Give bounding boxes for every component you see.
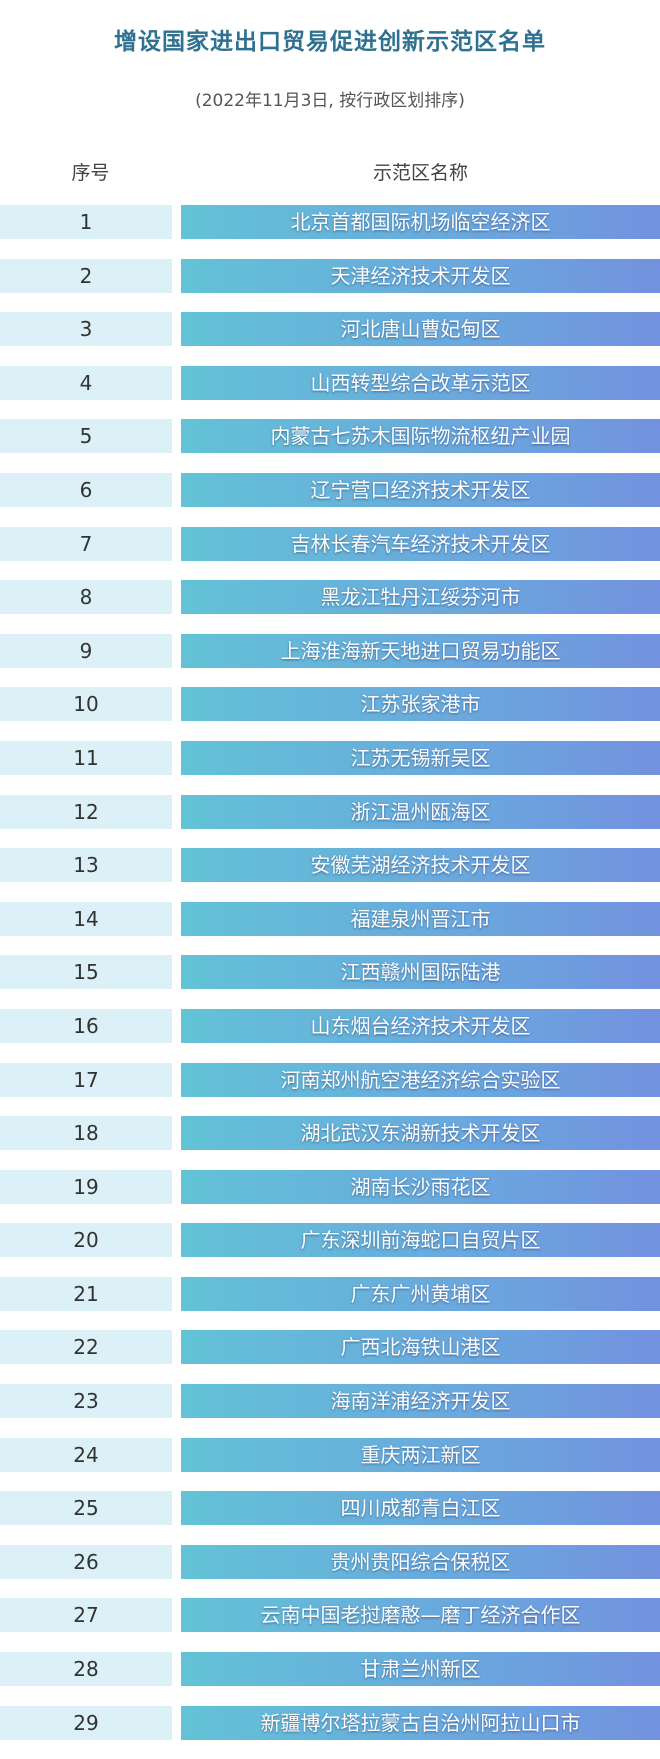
zone-name: 海南洋浦经济开发区 bbox=[181, 1384, 660, 1419]
row-number: 23 bbox=[0, 1384, 172, 1419]
table-row: 22 广西北海铁山港区 bbox=[0, 1330, 660, 1365]
zone-list: 1 北京首都国际机场临空经济区 2 天津经济技术开发区 3 河北唐山曹妃甸区 4 山西转型综合… bbox=[0, 205, 660, 1759]
row-number: 11 bbox=[0, 740, 172, 775]
table-row: 23 海南洋浦经济开发区 bbox=[0, 1384, 660, 1419]
row-number: 22 bbox=[0, 1330, 172, 1365]
row-number: 12 bbox=[0, 794, 172, 829]
table-row: 1 北京首都国际机场临空经济区 bbox=[0, 205, 660, 239]
zone-name: 甘肃兰州新区 bbox=[181, 1652, 660, 1687]
table-row: 4 山西转型综合改革示范区 bbox=[0, 365, 660, 400]
row-number: 16 bbox=[0, 1008, 172, 1043]
zone-name: 贵州贵阳综合保税区 bbox=[181, 1544, 660, 1579]
row-number: 13 bbox=[0, 848, 172, 883]
row-number: 7 bbox=[0, 526, 172, 561]
table-row: 6 辽宁营口经济技术开发区 bbox=[0, 472, 660, 507]
table-row: 19 湖南长沙雨花区 bbox=[0, 1169, 660, 1204]
zone-name: 河南郑州航空港经济综合实验区 bbox=[181, 1062, 660, 1097]
zone-name: 山东烟台经济技术开发区 bbox=[181, 1008, 660, 1043]
table-row: 13 安徽芜湖经济技术开发区 bbox=[0, 848, 660, 883]
table-row: 28 甘肃兰州新区 bbox=[0, 1652, 660, 1687]
row-number: 20 bbox=[0, 1223, 172, 1258]
row-number: 28 bbox=[0, 1652, 172, 1687]
zone-name: 吉林长春汽车经济技术开发区 bbox=[181, 526, 660, 561]
zone-name: 山西转型综合改革示范区 bbox=[181, 365, 660, 400]
zone-name: 湖南长沙雨花区 bbox=[181, 1169, 660, 1204]
zone-name: 黑龙江牡丹江绥芬河市 bbox=[181, 580, 660, 615]
row-number: 26 bbox=[0, 1544, 172, 1579]
zone-name: 天津经济技术开发区 bbox=[181, 258, 660, 293]
column-header-number: 序号 bbox=[71, 162, 110, 184]
zone-name: 云南中国老挝磨憨—磨丁经济合作区 bbox=[181, 1598, 660, 1633]
row-number: 2 bbox=[0, 258, 172, 293]
zone-name: 广东深圳前海蛇口自贸片区 bbox=[181, 1223, 660, 1258]
table-row: 2 天津经济技术开发区 bbox=[0, 258, 660, 293]
table-row: 3 河北唐山曹妃甸区 bbox=[0, 312, 660, 347]
table-row: 16 山东烟台经济技术开发区 bbox=[0, 1008, 660, 1043]
row-number: 8 bbox=[0, 580, 172, 615]
table-row: 12 浙江温州瓯海区 bbox=[0, 794, 660, 829]
zone-name: 河北唐山曹妃甸区 bbox=[181, 312, 660, 347]
zone-name: 四川成都青白江区 bbox=[181, 1491, 660, 1526]
row-number: 25 bbox=[0, 1491, 172, 1526]
zone-name: 江西赣州国际陆港 bbox=[181, 955, 660, 990]
row-number: 21 bbox=[0, 1276, 172, 1311]
table-row: 17 河南郑州航空港经济综合实验区 bbox=[0, 1062, 660, 1097]
row-number: 1 bbox=[0, 205, 172, 239]
table-row: 25 四川成都青白江区 bbox=[0, 1491, 660, 1526]
table-header: 序号 示范区名称 bbox=[0, 158, 660, 188]
zone-name: 重庆两江新区 bbox=[181, 1437, 660, 1472]
row-number: 24 bbox=[0, 1437, 172, 1472]
zone-name: 浙江温州瓯海区 bbox=[181, 794, 660, 829]
table-row: 26 贵州贵阳综合保税区 bbox=[0, 1544, 660, 1579]
table-row: 29 新疆博尔塔拉蒙古自治州阿拉山口市 bbox=[0, 1705, 660, 1740]
table-row: 20 广东深圳前海蛇口自贸片区 bbox=[0, 1223, 660, 1258]
table-row: 18 湖北武汉东湖新技术开发区 bbox=[0, 1116, 660, 1151]
zone-name: 福建泉州晋江市 bbox=[181, 901, 660, 936]
row-number: 9 bbox=[0, 633, 172, 668]
row-number: 6 bbox=[0, 472, 172, 507]
table-row: 27 云南中国老挝磨憨—磨丁经济合作区 bbox=[0, 1598, 660, 1633]
table-row: 8 黑龙江牡丹江绥芬河市 bbox=[0, 580, 660, 615]
zone-name: 新疆博尔塔拉蒙古自治州阿拉山口市 bbox=[181, 1705, 660, 1740]
table-row: 15 江西赣州国际陆港 bbox=[0, 955, 660, 990]
row-number: 15 bbox=[0, 955, 172, 990]
row-number: 27 bbox=[0, 1598, 172, 1633]
row-number: 4 bbox=[0, 365, 172, 400]
column-header-zone-name: 示范区名称 bbox=[372, 162, 468, 184]
table-row: 24 重庆两江新区 bbox=[0, 1437, 660, 1472]
zone-name: 北京首都国际机场临空经济区 bbox=[181, 205, 660, 239]
row-number: 17 bbox=[0, 1062, 172, 1097]
page-subtitle: (2022年11月3日, 按行政区划排序) bbox=[195, 91, 465, 111]
table-row: 14 福建泉州晋江市 bbox=[0, 901, 660, 936]
row-number: 18 bbox=[0, 1116, 172, 1151]
table-row: 21 广东广州黄埔区 bbox=[0, 1276, 660, 1311]
zone-name: 江苏张家港市 bbox=[181, 687, 660, 722]
zone-name: 上海淮海新天地进口贸易功能区 bbox=[181, 633, 660, 668]
zone-name: 广东广州黄埔区 bbox=[181, 1276, 660, 1311]
zone-name: 内蒙古七苏木国际物流枢纽产业园 bbox=[181, 419, 660, 454]
page-title: 增设国家进出口贸易促进创新示范区名单 bbox=[114, 29, 546, 55]
table-row: 11 江苏无锡新吴区 bbox=[0, 740, 660, 775]
row-number: 3 bbox=[0, 312, 172, 347]
table-row: 10 江苏张家港市 bbox=[0, 687, 660, 722]
table-row: 9 上海淮海新天地进口贸易功能区 bbox=[0, 633, 660, 668]
table-row: 5 内蒙古七苏木国际物流枢纽产业园 bbox=[0, 419, 660, 454]
table-row: 7 吉林长春汽车经济技术开发区 bbox=[0, 526, 660, 561]
zone-name: 广西北海铁山港区 bbox=[181, 1330, 660, 1365]
row-number: 14 bbox=[0, 901, 172, 936]
row-number: 10 bbox=[0, 687, 172, 722]
row-number: 29 bbox=[0, 1705, 172, 1740]
zone-name: 湖北武汉东湖新技术开发区 bbox=[181, 1116, 660, 1151]
zone-name: 辽宁营口经济技术开发区 bbox=[181, 472, 660, 507]
zone-name: 江苏无锡新吴区 bbox=[181, 740, 660, 775]
zone-name: 安徽芜湖经济技术开发区 bbox=[181, 848, 660, 883]
row-number: 5 bbox=[0, 419, 172, 454]
row-number: 19 bbox=[0, 1169, 172, 1204]
